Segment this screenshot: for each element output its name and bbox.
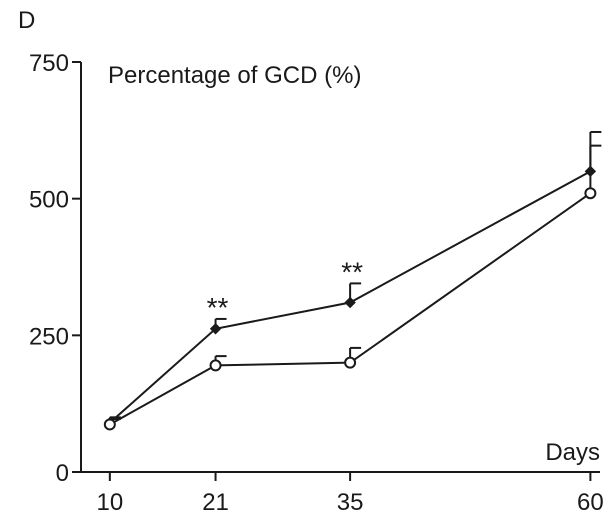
x-tick-label: 10 [96, 489, 123, 516]
chart-title: Percentage of GCD (%) [108, 62, 361, 89]
annotation-layer: ** ** [207, 256, 363, 323]
y-axis-ticks: 0 250 500 750 [29, 50, 81, 487]
y-tick-label: 500 [29, 187, 69, 214]
data-point [209, 359, 222, 372]
significance-marker: ** [207, 292, 229, 323]
data-point [209, 323, 222, 335]
series-layer [103, 130, 602, 431]
x-axis-ticks: 10 21 35 60 [96, 472, 604, 516]
series-line [109, 170, 591, 424]
significance-marker: ** [341, 256, 363, 287]
data-point [103, 418, 116, 431]
x-tick-label: 21 [202, 489, 229, 516]
x-tick-label: 60 [577, 489, 604, 516]
y-tick-label: 250 [29, 323, 69, 350]
x-tick-label: 35 [337, 489, 364, 516]
series-line [109, 192, 591, 426]
series-2 [103, 144, 602, 431]
panel-letter: D [18, 7, 35, 34]
x-axis-unit: Days [545, 439, 600, 466]
data-point [344, 296, 356, 309]
data-point [344, 356, 357, 369]
data-point [584, 187, 597, 200]
y-tick-label: 750 [29, 50, 69, 77]
y-tick-label: 0 [56, 460, 69, 487]
